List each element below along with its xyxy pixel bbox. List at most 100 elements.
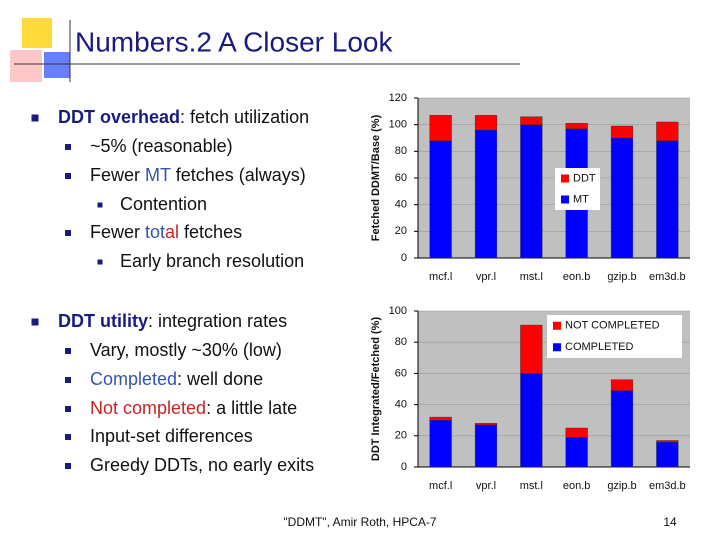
y-tick-label: 0 [401, 252, 407, 264]
y-tick-label: 40 [395, 199, 407, 211]
text-segment: DDT utility [58, 311, 148, 331]
text-segment: Not completed [90, 398, 206, 418]
y-axis-label: Fetched DDMT/Base (%) [370, 114, 382, 241]
page-number: 14 [663, 515, 677, 529]
legend-swatch [553, 343, 561, 352]
legend-label: NOT COMPLETED [565, 320, 660, 332]
x-tick-label: mst.l [520, 271, 543, 283]
bar-segment [429, 140, 452, 259]
deco-square [22, 18, 52, 48]
bar-segment [474, 129, 498, 259]
bullet-marker [65, 463, 71, 469]
y-tick-label: 80 [395, 145, 407, 157]
bullet-text: DDT overhead: fetch utilization [58, 107, 309, 127]
bullet-marker [65, 434, 71, 440]
x-tick-label: gzip.b [607, 271, 636, 283]
footer: "DDMT", Amir Roth, HPCA-7 [283, 515, 437, 529]
text-segment: al [165, 222, 179, 242]
text-segment: Fewer [90, 222, 145, 242]
bullet-marker [65, 406, 71, 412]
bullet-marker [65, 348, 71, 354]
bar-segment [474, 115, 498, 131]
text-segment: MT [145, 165, 171, 185]
y-tick-label: 0 [401, 461, 407, 473]
legend-label: COMPLETED [565, 341, 634, 353]
bar-segment [474, 423, 498, 426]
text-segment: fetches (always) [171, 165, 306, 185]
bar-segment [474, 424, 498, 468]
text-segment: Greedy DDTs, no early exits [90, 455, 314, 475]
text-segment: Input-set differences [90, 426, 253, 446]
text-segment: : fetch utilization [180, 107, 309, 127]
bullet-text: Contention [120, 194, 207, 214]
x-tick-label: mst.l [520, 480, 543, 492]
bar-segment [656, 440, 679, 443]
text-segment: Fewer [90, 165, 145, 185]
x-tick-label: vpr.l [476, 480, 496, 492]
x-tick-label: vpr.l [476, 271, 496, 283]
bullet-text: DDT utility: integration rates [58, 311, 287, 331]
bar-segment [565, 427, 588, 438]
bar-segment [520, 116, 543, 125]
bar-segment [520, 124, 543, 259]
bullet-text: Completed: well done [90, 369, 263, 389]
legend-swatch [561, 195, 569, 204]
text-segment: : integration rates [148, 311, 287, 331]
x-tick-label: mcf.l [429, 271, 452, 283]
text-segment: Vary, mostly ~30% (low) [90, 340, 282, 360]
x-tick-label: em3d.b [649, 271, 686, 283]
text-segment: tot [145, 222, 165, 242]
bar-segment [610, 125, 634, 139]
bar-segment [610, 390, 634, 468]
legend-swatch [561, 174, 569, 183]
bar-segment [520, 324, 543, 374]
legend-label: DDT [573, 172, 596, 184]
bullet-text: Fewer MT fetches (always) [90, 165, 306, 185]
bullet-text: Input-set differences [90, 426, 253, 446]
bullet-marker [65, 377, 71, 383]
y-tick-label: 60 [395, 172, 407, 184]
bar-segment [610, 137, 634, 259]
bar-segment [520, 373, 543, 468]
bullet-text: Vary, mostly ~30% (low) [90, 340, 282, 360]
bar-segment [429, 416, 452, 421]
bullet-text: Early branch resolution [120, 251, 304, 271]
y-tick-label: 20 [395, 225, 407, 237]
x-tick-label: eon.b [563, 480, 591, 492]
text-segment: ~5% (reasonable) [90, 136, 233, 156]
bar-segment [429, 420, 452, 468]
bar-segment [656, 140, 679, 259]
bullet-marker [97, 259, 103, 265]
x-tick-label: eon.b [563, 271, 591, 283]
text-segment: Early branch resolution [120, 251, 304, 271]
bullet-text: Not completed: a little late [90, 398, 297, 418]
bar-segment [565, 123, 588, 129]
deco-square [10, 50, 42, 82]
bar-segment [656, 121, 679, 141]
text-segment: : well done [177, 369, 263, 389]
y-tick-label: 100 [389, 119, 407, 131]
legend-box [547, 315, 682, 358]
text-segment: fetches [179, 222, 242, 242]
x-tick-label: em3d.b [649, 480, 686, 492]
y-axis-label: DDT Integrated/Fetched (%) [370, 317, 382, 462]
bullet-text: ~5% (reasonable) [90, 136, 233, 156]
y-tick-label: 60 [395, 367, 407, 379]
bullet-text: Fewer total fetches [90, 222, 242, 242]
text-segment: : a little late [206, 398, 297, 418]
x-tick-label: mcf.l [429, 480, 452, 492]
x-tick-label: gzip.b [607, 480, 636, 492]
y-tick-label: 120 [389, 92, 407, 104]
y-tick-label: 100 [389, 305, 407, 317]
bullet-marker [65, 173, 71, 179]
bullet-marker [97, 202, 103, 208]
legend-swatch [553, 321, 561, 330]
bar-segment [610, 379, 634, 391]
text-segment: Contention [120, 194, 207, 214]
bar-segment [429, 115, 452, 141]
bullet-text: Greedy DDTs, no early exits [90, 455, 314, 475]
bar-segment [565, 437, 588, 468]
y-tick-label: 40 [395, 399, 407, 411]
bullet-marker [31, 114, 39, 122]
